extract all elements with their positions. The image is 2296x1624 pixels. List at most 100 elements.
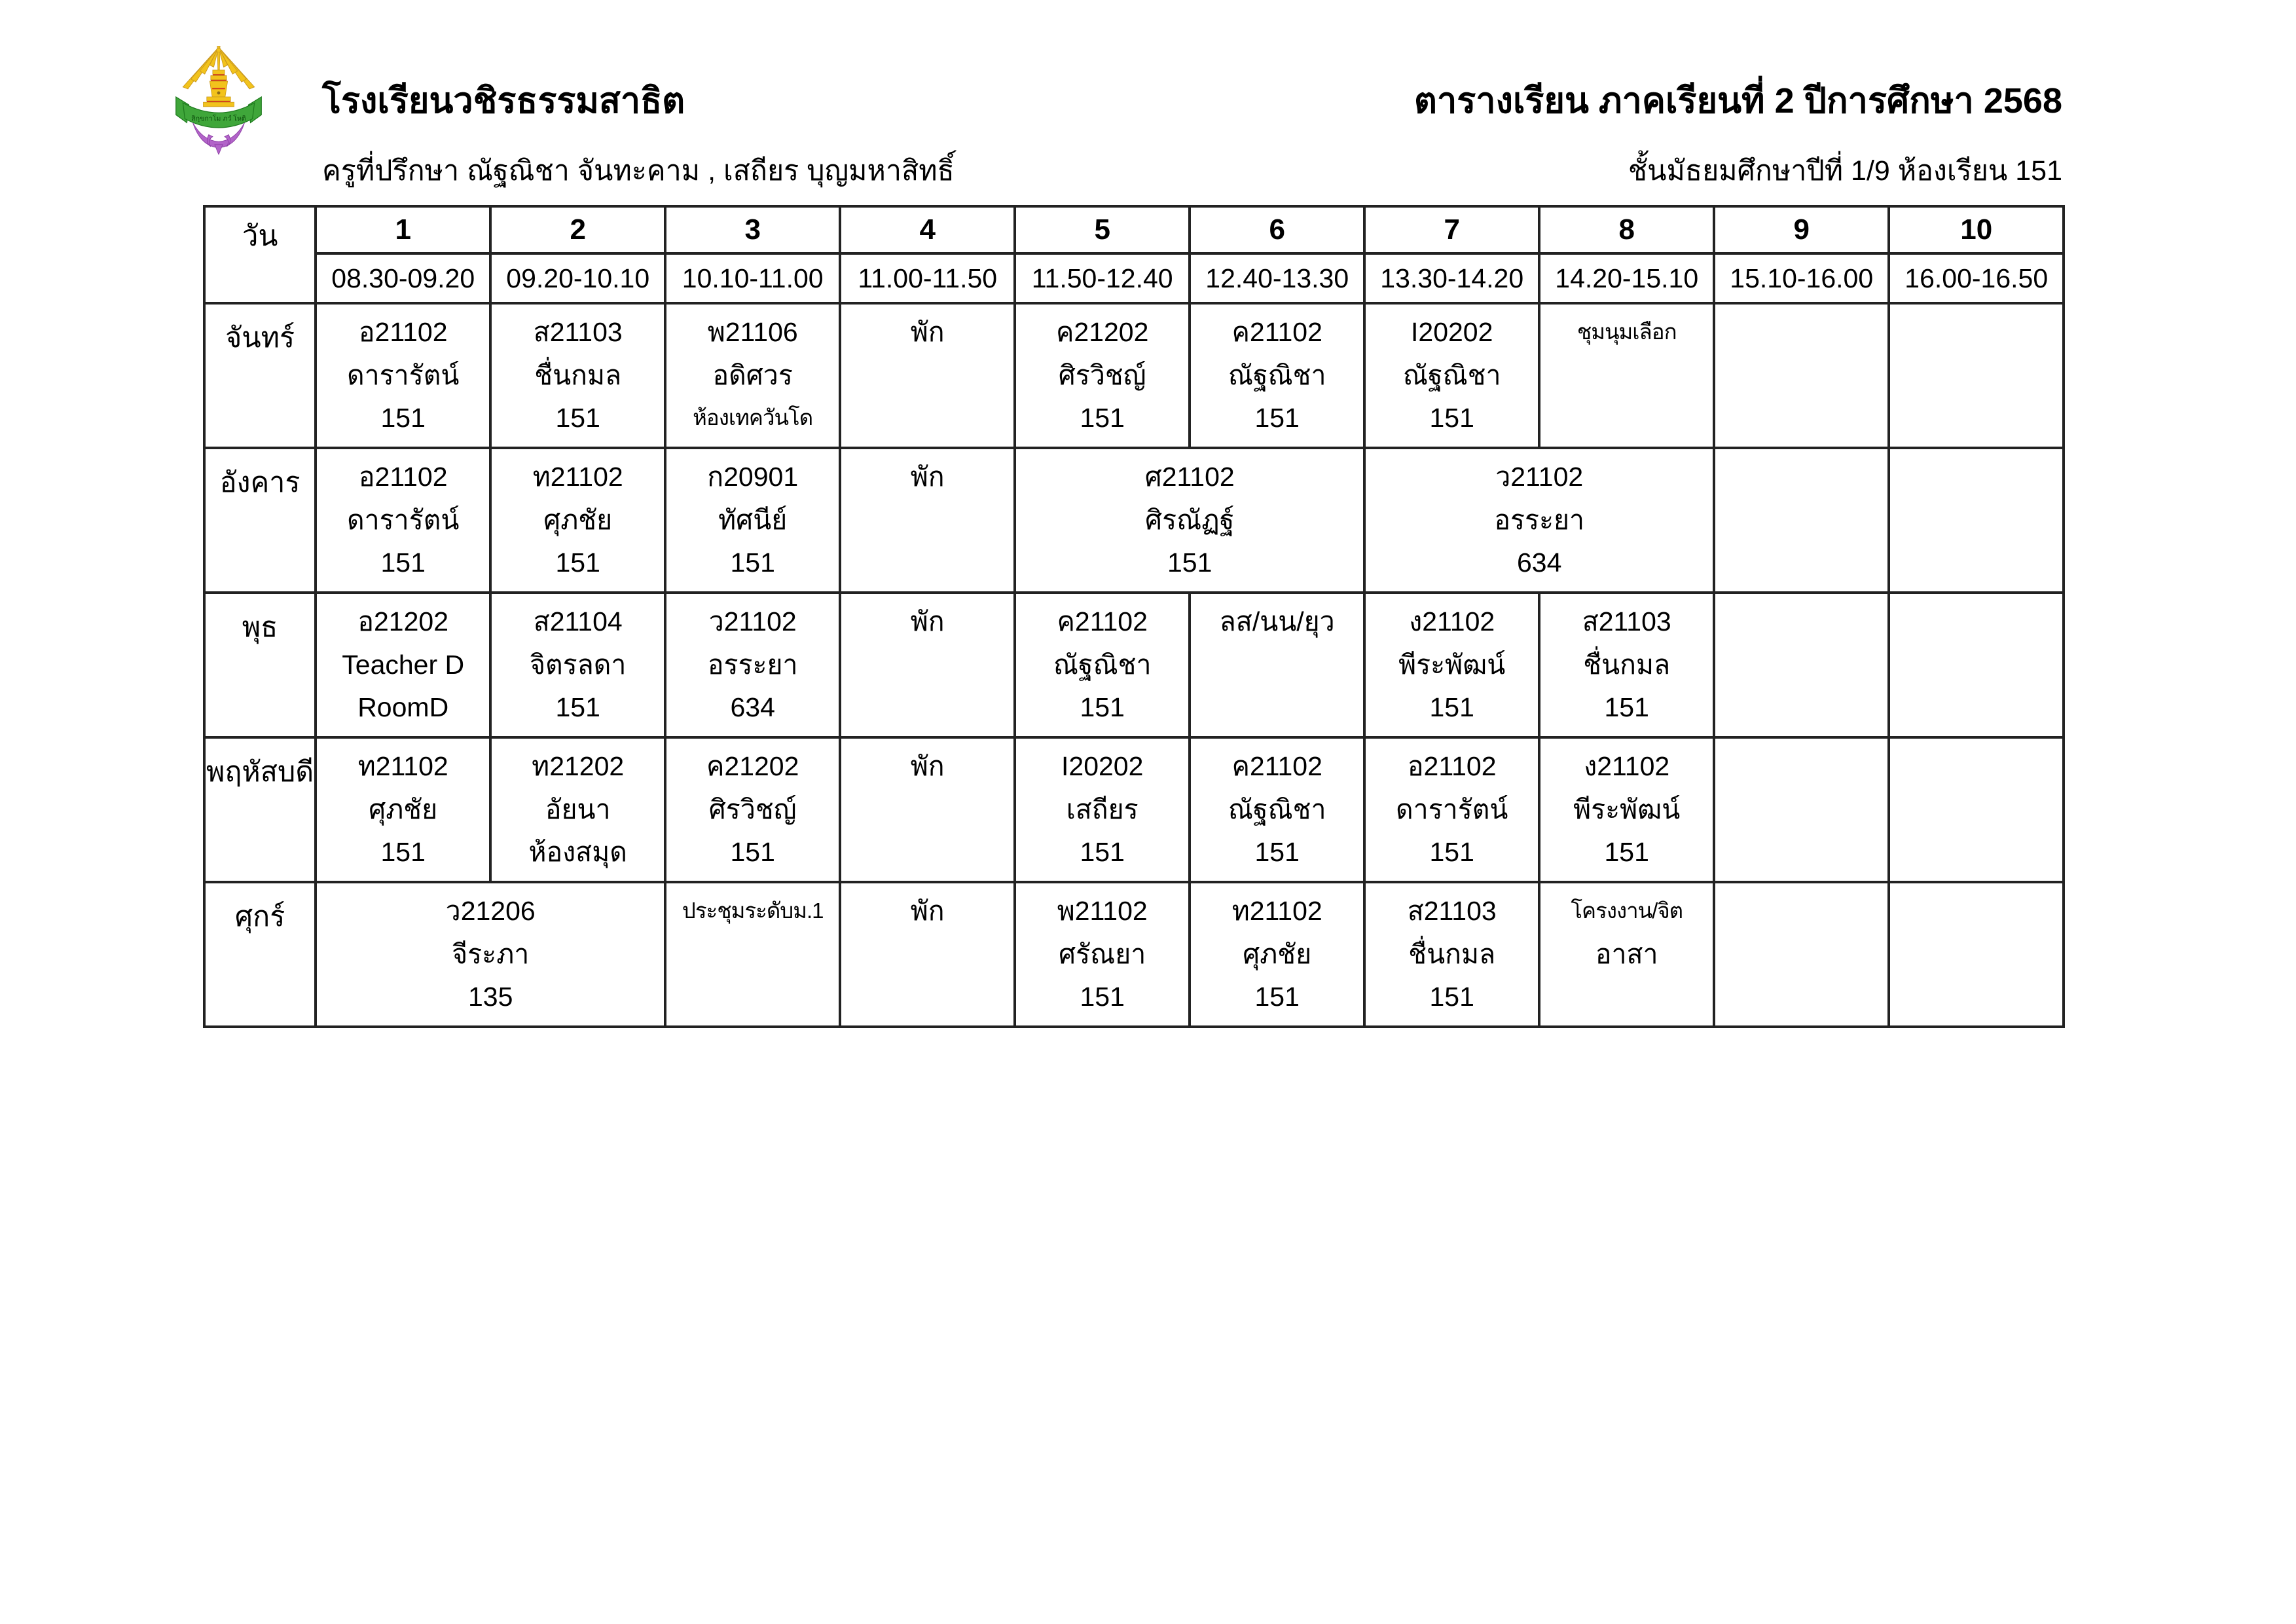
cell-content: ส21103 ชื่นกมล 151: [493, 306, 663, 445]
cell-line-teacher: อดิศวร: [712, 360, 793, 390]
day-row: พุธ อ21202 Teacher D RoomD ส21104 จิตรลดา 151 ว…: [202, 591, 2066, 739]
cell-line-room: 151: [1254, 403, 1300, 433]
cell-line-subject: โครงงาน/จิต: [1571, 898, 1683, 923]
cell-content: ส21103 ชื่นกมล 151: [1542, 595, 1711, 735]
timetable-cell: อ21102 ดารารัตน์ 151: [314, 447, 492, 594]
cell-content: [1717, 451, 1886, 590]
cell-content: ค21202 ศิรวิชญ์ 151: [1017, 306, 1187, 445]
cell-line-subject: ท21102: [532, 462, 623, 492]
cell-line-room: 151: [555, 547, 600, 578]
cell-line-room: 135: [467, 982, 513, 1012]
timetable-cell: ท21202 อัยนา ห้องสมุด: [489, 736, 667, 883]
cell-line-subject: ส21103: [533, 317, 623, 347]
cell-line-room: 151: [380, 837, 426, 867]
cell-line-room: 634: [730, 692, 775, 722]
cell-line-teacher: ณัฐณิชา: [1228, 360, 1326, 390]
cell-line-subject: ค21102: [1231, 751, 1322, 781]
day-row: พฤหัสบดี ท21102 ศุภชัย 151 ท21202 อัยนา ห้องสม…: [202, 736, 2066, 883]
cell-line-subject: ว21102: [708, 606, 797, 637]
cell-line-room: 151: [1429, 403, 1474, 433]
timetable-cell: [1713, 736, 1891, 883]
cell-content: พัก: [843, 740, 1012, 879]
cell-line-room: 151: [380, 547, 426, 578]
timetable-cell: พัก: [839, 881, 1017, 1028]
cell-content: I20202 เสถียร 151: [1017, 740, 1187, 879]
cell-line-teacher: ณัฐณิชา: [1228, 794, 1326, 824]
timetable-cell: [1713, 447, 1891, 594]
cell-content: พัก: [843, 885, 1012, 1024]
cell-line-teacher: Teacher D: [342, 649, 465, 680]
cell-line-room: 151: [555, 692, 600, 722]
cell-line-subject: พัก: [910, 462, 945, 492]
timetable-cell: ลส/นน/ยุว: [1188, 591, 1366, 739]
cell-content: [1717, 306, 1886, 445]
cell-line-subject: อ21102: [358, 317, 448, 347]
period-time-cell: 15.10-16.00: [1713, 252, 1891, 304]
cell-line-subject: อ21102: [1407, 751, 1497, 781]
cell-content: อ21102 ดารารัตน์ 151: [1367, 740, 1537, 879]
cell-line-subject: ประชุมระดับม.1: [682, 898, 824, 923]
timetable-cell: ค21102 ณัฐณิชา 151: [1188, 736, 1366, 883]
timetable-cell: ชุมนุมเลือก: [1538, 302, 1716, 449]
logo-chedi: [203, 47, 234, 107]
cell-line-room: 151: [1429, 837, 1474, 867]
cell-line-subject: ส21103: [1582, 606, 1671, 637]
cell-content: [1717, 740, 1886, 879]
period-number-cell: 6: [1188, 205, 1366, 255]
timetable-cell: [1887, 881, 2066, 1028]
logo-flourish: [192, 122, 245, 155]
cell-line-subject: ชุมนุมเลือก: [1576, 320, 1677, 344]
cell-line-room: 151: [1604, 837, 1649, 867]
cell-content: ท21202 อัยนา ห้องสมุด: [493, 740, 663, 879]
cell-line-subject: ค21202: [706, 751, 799, 781]
cell-line-room: 634: [1516, 547, 1562, 578]
cell-line-subject: ง21102: [1409, 606, 1495, 637]
school-name: โรงเรียนวชิรธรรมสาธิต: [322, 81, 685, 120]
cell-line-teacher: ศุภชัย: [369, 794, 438, 824]
cell-line-teacher: พีระพัฒน์: [1573, 794, 1681, 824]
period-time-cell: 09.20-10.10: [489, 252, 667, 304]
timetable-cell: ท21102 ศุภชัย 151: [314, 736, 492, 883]
cell-content: ส21103 ชื่นกมล 151: [1367, 885, 1537, 1024]
cell-line-subject: ท21202: [532, 751, 625, 781]
period-number-cell: 7: [1363, 205, 1541, 255]
cell-line-subject: ว21206: [445, 896, 536, 926]
cell-content: [1891, 306, 2061, 445]
timetable-cell: ศ21102 ศิรณัฏฐ์ 151: [1013, 447, 1366, 594]
cell-content: ประชุมระดับม.1: [668, 885, 837, 1024]
day-name-cell: จันทร์: [202, 302, 318, 449]
cell-content: [1891, 740, 2061, 879]
timetable-cell: ว21102 อรระยา 634: [664, 591, 842, 739]
cell-line-room: 151: [1080, 837, 1125, 867]
cell-line-subject: ส21104: [533, 606, 623, 637]
timetable-cell: พัก: [839, 591, 1017, 739]
period-number-cell: 1: [314, 205, 492, 255]
cell-line-subject: ลส/นน/ยุว: [1219, 606, 1335, 637]
cell-content: พัก: [843, 306, 1012, 445]
timetable-cell: ส21104 จิตรลดา 151: [489, 591, 667, 739]
period-number-row: วัน 1 2 3 4 5 6 7 8 9 10: [202, 205, 2066, 304]
cell-line-teacher: จีระภา: [452, 938, 530, 969]
cell-line-subject: พัก: [910, 606, 945, 637]
cell-line-teacher: อัยนา: [545, 794, 611, 824]
cell-content: ค21202 ศิรวิชญ์ 151: [668, 740, 837, 879]
cell-line-teacher: ศรัณยา: [1059, 938, 1146, 969]
cell-line-teacher: ทัศนีย์: [718, 504, 788, 535]
cell-line-subject: ท21102: [357, 751, 448, 781]
cell-line-teacher: ชื่นกมล: [1408, 938, 1496, 969]
cell-line-room: RoomD: [357, 692, 449, 722]
period-number-cell: 9: [1713, 205, 1891, 255]
cell-line-teacher: ศุภชัย: [543, 504, 613, 535]
cell-line-room: 151: [1604, 692, 1649, 722]
timetable-cell: [1713, 302, 1891, 449]
timetable-cell: ก20901 ทัศนีย์ 151: [664, 447, 842, 594]
cell-line-teacher: อาสา: [1595, 938, 1658, 969]
cell-line-subject: I20202: [1061, 751, 1144, 781]
cell-line-room: 151: [730, 547, 775, 578]
cell-content: [1717, 595, 1886, 735]
cell-line-subject: อ21102: [358, 462, 448, 492]
cell-content: ง21102 พีระพัฒน์ 151: [1542, 740, 1711, 879]
day-header-cell: วัน: [202, 205, 318, 304]
cell-line-room: 151: [1429, 692, 1474, 722]
cell-line-room: 151: [1254, 982, 1300, 1012]
